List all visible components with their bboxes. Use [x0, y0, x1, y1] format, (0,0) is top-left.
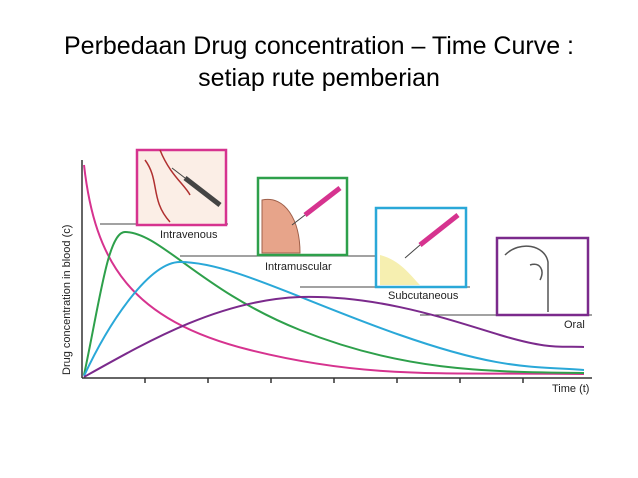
throat — [504, 245, 549, 312]
needle — [171, 167, 186, 179]
route-label: Intravenous — [160, 229, 218, 241]
tissue — [380, 255, 420, 285]
image-box — [495, 236, 590, 317]
chart-area: Drug concentration in blood (c) Time (t)… — [61, 148, 592, 395]
illustration — [374, 206, 468, 289]
oral-curve — [83, 295, 585, 378]
image-box — [135, 148, 228, 227]
y-axis-label: Drug concentration in blood (c) — [61, 225, 73, 375]
route-label: Subcutaneous — [388, 290, 459, 302]
subcutaneous-curve — [83, 260, 585, 377]
needle — [291, 214, 306, 226]
needle — [404, 244, 421, 259]
illustration — [256, 176, 349, 257]
illustration — [495, 236, 590, 317]
title-line: setiap rute pemberian — [198, 64, 440, 92]
syringe — [418, 213, 460, 247]
title-line: Perbedaan Drug concentration – Time Curv… — [64, 32, 574, 60]
intramuscular-curve — [83, 230, 585, 376]
syringe — [183, 176, 222, 207]
x-axis-label: Time (t) — [552, 383, 589, 395]
illustration — [135, 148, 228, 227]
route-label: Oral — [564, 319, 585, 331]
vein — [144, 149, 191, 223]
route-label: Intramuscular — [265, 261, 332, 273]
axes — [81, 160, 592, 383]
curves — [83, 164, 585, 378]
intravenous-curve — [83, 164, 585, 375]
syringe — [303, 186, 342, 217]
muscle — [261, 198, 301, 254]
